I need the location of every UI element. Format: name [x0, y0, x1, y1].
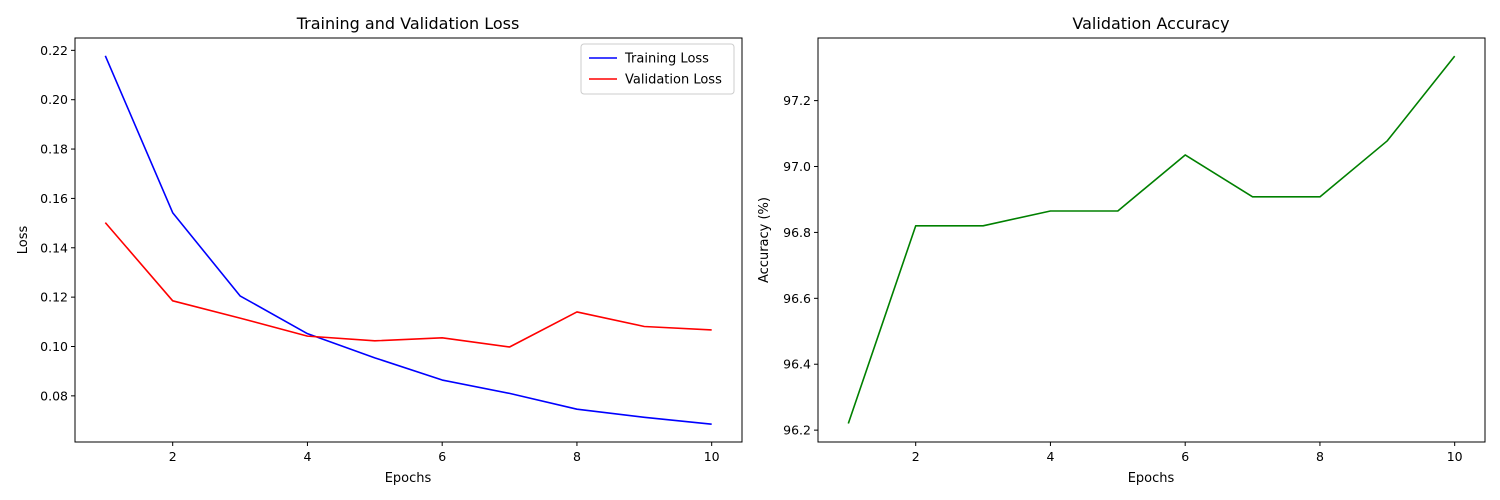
accuracy-chart-xtick-label: 2: [912, 449, 920, 464]
loss-chart-ytick-label: 0.14: [40, 240, 68, 255]
accuracy-chart: Validation Accuracy Epochs Accuracy (%) …: [757, 14, 1486, 486]
accuracy-chart-xlabel: Epochs: [1128, 471, 1175, 486]
accuracy-chart-xtick-label: 10: [1447, 449, 1463, 464]
accuracy-chart-series-line-0: [847, 55, 1456, 424]
accuracy-chart-xtick-label: 6: [1181, 449, 1189, 464]
loss-chart-ytick-label: 0.08: [40, 388, 68, 403]
accuracy-chart-frame: [817, 37, 1486, 443]
accuracy-chart-ytick-label: 96.2: [783, 423, 811, 438]
loss-chart-ytick-label: 0.12: [40, 290, 68, 305]
loss-chart-ytick-label: 0.18: [40, 142, 68, 157]
loss-chart-ylabel: Loss: [16, 226, 31, 255]
loss-chart-ytick-label: 0.20: [40, 92, 68, 107]
accuracy-chart-ytick-label: 96.8: [783, 225, 811, 240]
loss-chart-legend-label: Validation Loss: [625, 73, 722, 88]
loss-chart-series-line-0: [104, 55, 712, 426]
loss-chart-ytick-label: 0.16: [40, 191, 68, 206]
accuracy-chart-xtick-label: 4: [1046, 449, 1054, 464]
loss-chart-xtick-label: 6: [438, 449, 446, 464]
loss-chart-ytick-label: 0.10: [40, 339, 68, 354]
loss-chart-xlabel: Epochs: [385, 471, 432, 486]
loss-chart-ytick-label: 0.22: [40, 43, 68, 58]
loss-chart-xtick-label: 2: [169, 449, 177, 464]
accuracy-chart-ylabel: Accuracy (%): [757, 197, 772, 283]
loss-chart-xtick-label: 4: [303, 449, 311, 464]
loss-chart: Training and Validation Loss Epochs Loss…: [16, 14, 743, 486]
loss-chart-xtick-label: 8: [573, 449, 581, 464]
accuracy-chart-ytick-label: 97.2: [783, 93, 811, 108]
loss-chart-legend-label: Training Loss: [624, 52, 709, 67]
accuracy-chart-title: Validation Accuracy: [1072, 14, 1229, 33]
loss-chart-series-line-1: [104, 222, 712, 348]
loss-chart-xtick-label: 10: [704, 449, 720, 464]
accuracy-chart-ytick-label: 96.4: [783, 357, 811, 372]
loss-chart-frame: [74, 37, 743, 443]
loss-chart-legend: [580, 43, 735, 95]
loss-chart-title: Training and Validation Loss: [296, 14, 520, 33]
accuracy-chart-ytick-label: 96.6: [783, 291, 811, 306]
accuracy-chart-xtick-label: 8: [1316, 449, 1324, 464]
accuracy-chart-ytick-label: 97.0: [783, 159, 811, 174]
